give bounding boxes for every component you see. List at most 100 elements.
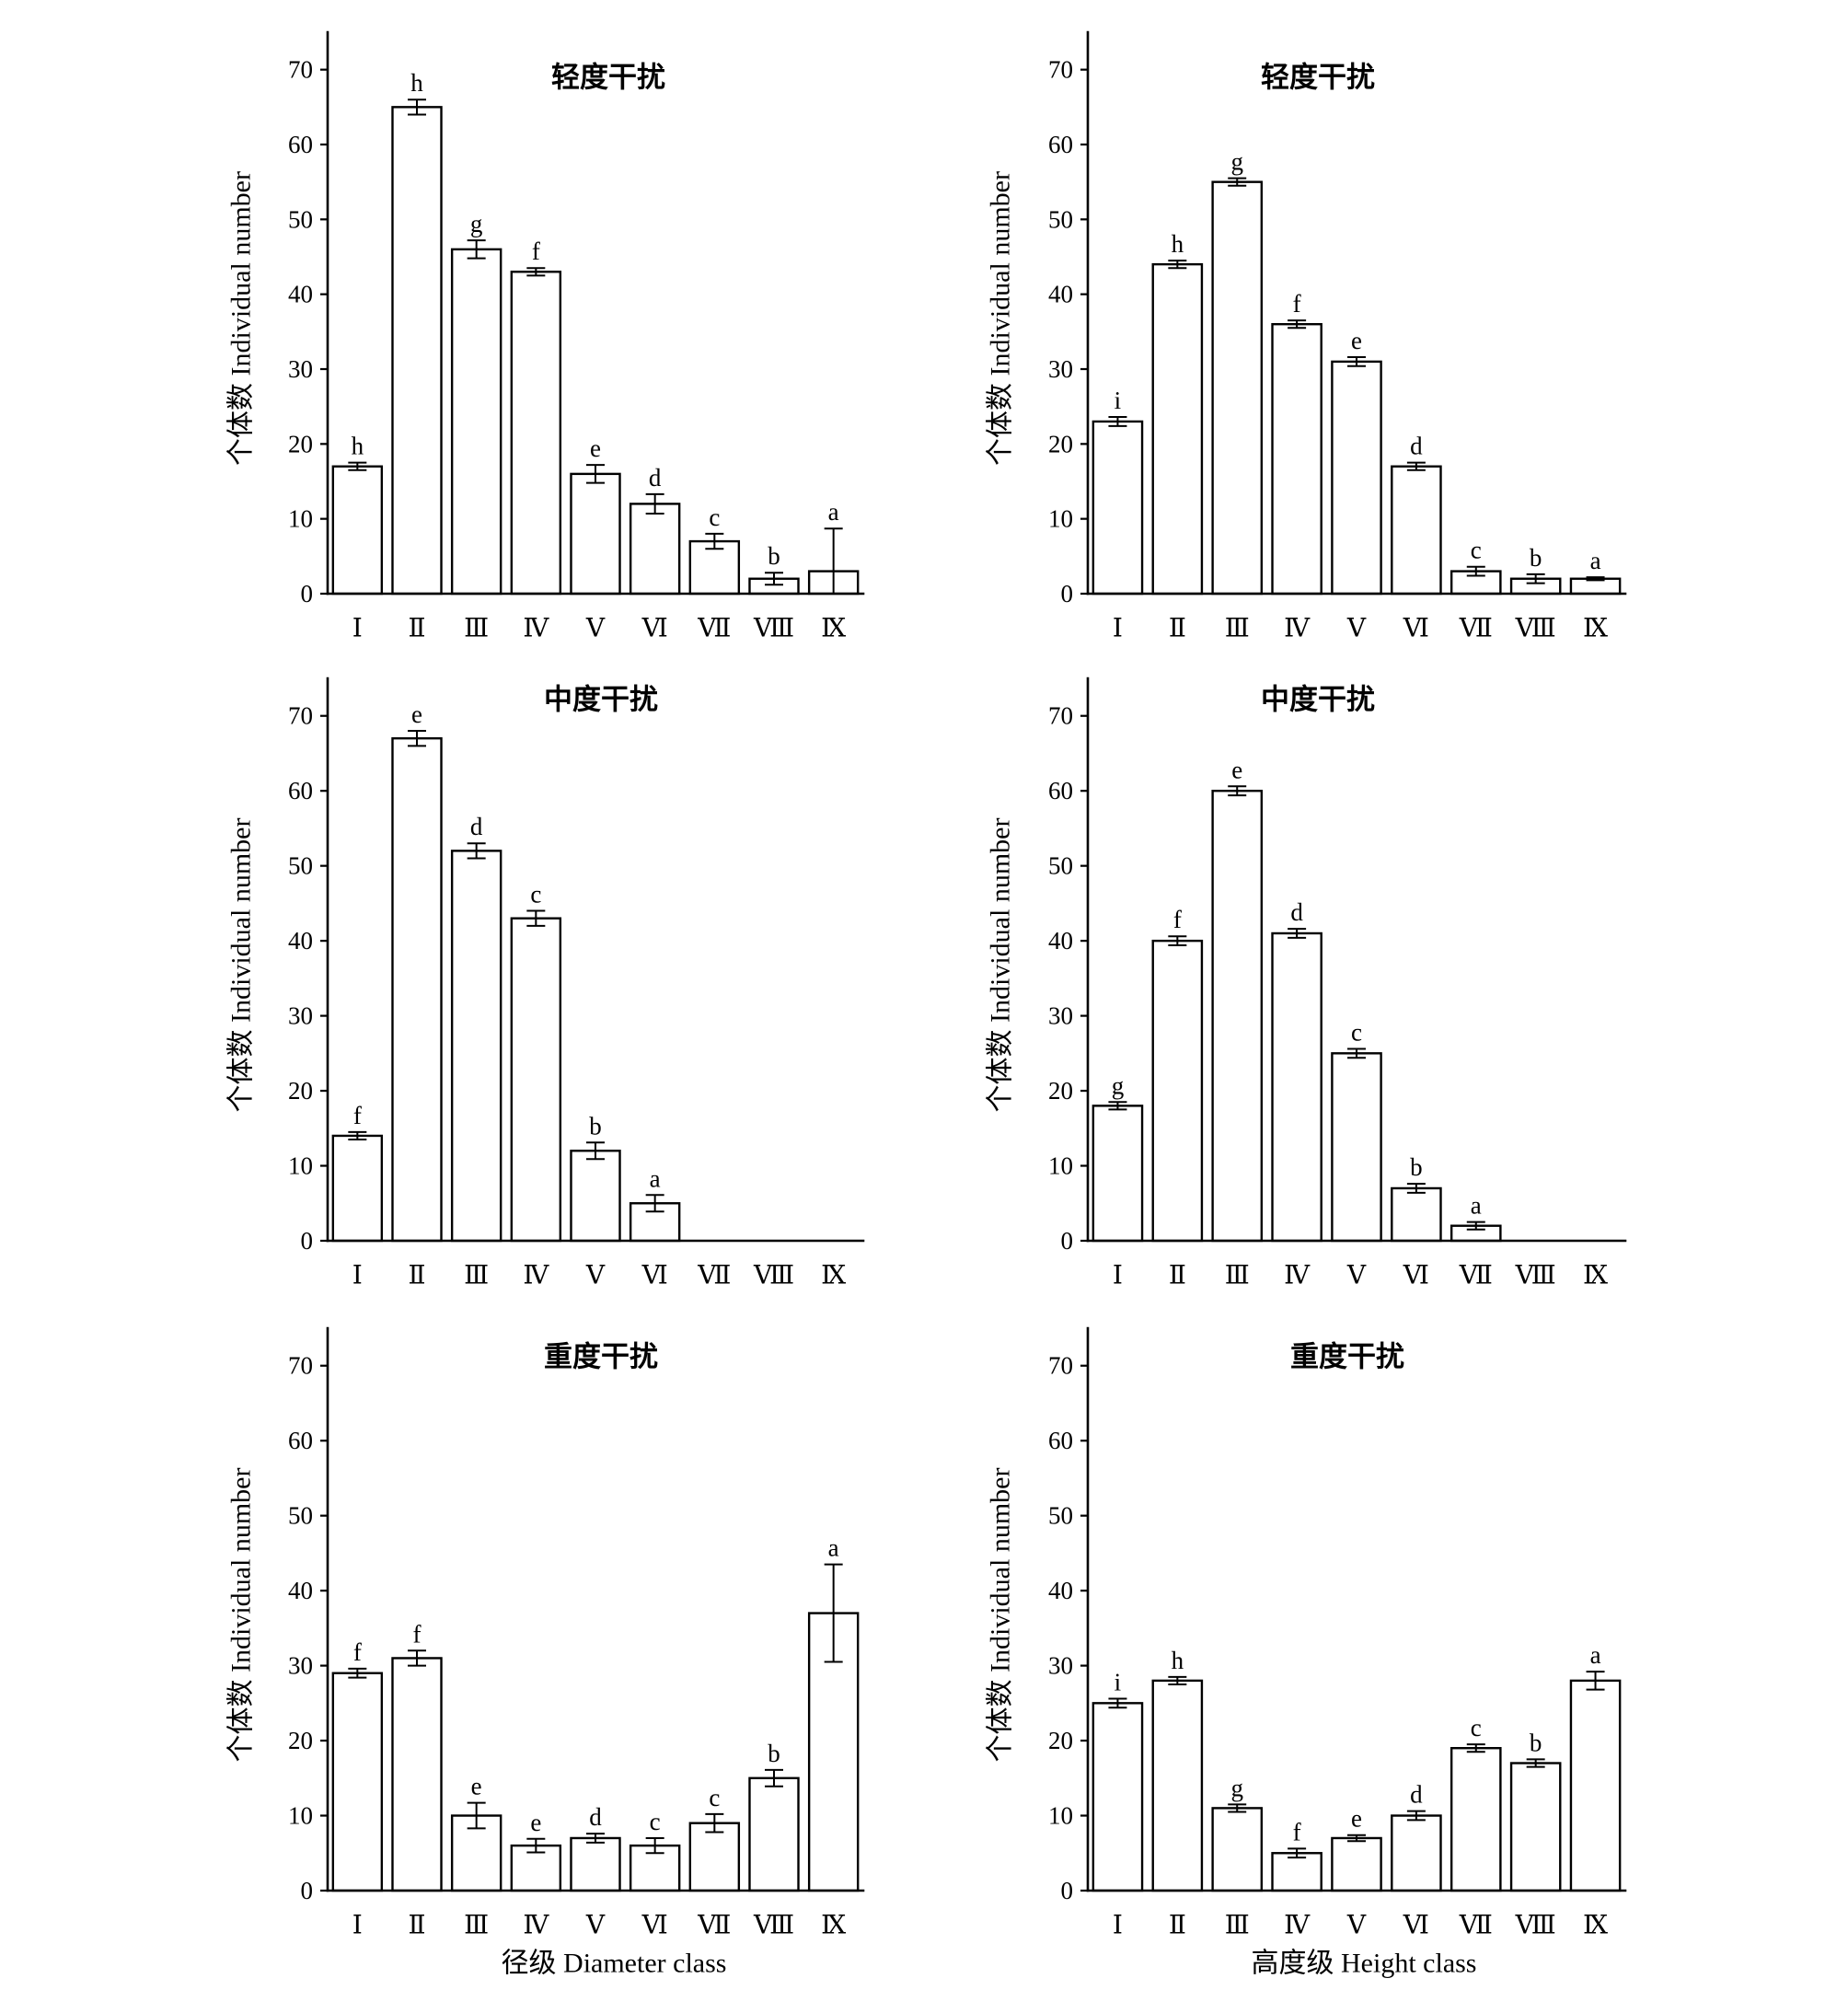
- y-tick-label: 70: [288, 702, 313, 730]
- error-bar: [408, 98, 426, 116]
- y-tick-label: 30: [288, 1002, 313, 1030]
- x-tick-label: Ⅱ: [408, 1912, 425, 1940]
- x-tick-label: Ⅰ: [1113, 1262, 1123, 1290]
- x-tick-label: Ⅶ: [697, 1262, 731, 1290]
- bar: [1331, 1052, 1382, 1243]
- significance-letter: b: [768, 1740, 780, 1767]
- chart-title: 轻度干扰: [1261, 62, 1375, 94]
- y-tick-label: 70: [1048, 702, 1073, 730]
- y-tick-label: 20: [1048, 430, 1073, 457]
- bar: [1569, 1679, 1622, 1892]
- significance-letter: e: [1351, 327, 1362, 354]
- error-bar: [1406, 1183, 1426, 1194]
- x-tick-label: Ⅳ: [523, 615, 549, 643]
- error-bar: [526, 267, 546, 277]
- x-tick-label: Ⅴ: [585, 1262, 606, 1290]
- x-tick-label: Ⅱ: [408, 1262, 425, 1290]
- error-bar: [586, 1833, 605, 1844]
- y-axis-label: 个体数 Individual number: [226, 1468, 257, 1763]
- y-tick-label: 70: [1048, 1352, 1073, 1380]
- significance-letter: g: [1230, 1774, 1243, 1801]
- bar: [1151, 1679, 1204, 1892]
- x-tick-label: Ⅰ: [1113, 1912, 1123, 1940]
- y-tick-label: 0: [301, 1227, 314, 1255]
- y-tick-label: 60: [1048, 777, 1073, 804]
- x-tick-label: Ⅷ: [753, 615, 794, 643]
- significance-letter: f: [1293, 1818, 1301, 1845]
- significance-letter: e: [530, 1809, 541, 1836]
- bar: [1271, 323, 1322, 596]
- error-bar: [1406, 461, 1426, 471]
- error-bar: [526, 1837, 546, 1854]
- significance-letter: c: [650, 1808, 661, 1835]
- y-tick-label: 60: [1048, 1427, 1073, 1454]
- bar: [331, 1672, 384, 1892]
- x-tick-label: Ⅳ: [523, 1262, 549, 1290]
- x-tick-label: Ⅸ: [821, 1912, 846, 1940]
- error-bar: [348, 1130, 367, 1141]
- bar: [1091, 420, 1144, 596]
- y-tick-label: 40: [1048, 927, 1073, 955]
- x-tick-label: Ⅲ: [1225, 1262, 1250, 1290]
- y-tick-label: 30: [288, 1652, 313, 1680]
- bar: [1509, 1762, 1562, 1892]
- x-tick-label: Ⅸ: [821, 1262, 846, 1290]
- x-tick-label: Ⅵ: [641, 615, 668, 643]
- y-tick-label: 10: [288, 1802, 313, 1830]
- significance-letter: d: [1290, 898, 1303, 926]
- error-bar: [645, 492, 664, 515]
- significance-letter: d: [589, 1803, 602, 1831]
- error-bar: [586, 1141, 605, 1161]
- bar: [1271, 1852, 1322, 1892]
- y-tick-label: 40: [1048, 1577, 1073, 1604]
- x-tick-label: Ⅳ: [523, 1912, 549, 1940]
- x-tick-label: Ⅶ: [1459, 615, 1493, 643]
- bar: [331, 465, 384, 596]
- significance-letter: h: [1172, 1647, 1184, 1674]
- x-tick-label: Ⅷ: [753, 1912, 794, 1940]
- error-bar: [1108, 1697, 1127, 1709]
- error-bar: [1406, 1810, 1426, 1822]
- y-tick-label: 10: [1048, 1802, 1073, 1830]
- x-tick-label: Ⅶ: [1459, 1912, 1493, 1940]
- significance-letter: f: [413, 1620, 422, 1648]
- bar: [1151, 939, 1204, 1243]
- significance-letter: c: [1471, 1714, 1482, 1741]
- y-tick-label: 70: [1048, 56, 1073, 84]
- y-tick-label: 20: [288, 1077, 313, 1105]
- chart-title: 轻度干扰: [551, 62, 665, 94]
- y-tick-label: 20: [1048, 1077, 1073, 1105]
- x-tick-label: Ⅵ: [641, 1912, 668, 1940]
- error-bar: [1586, 1671, 1605, 1691]
- error-bar: [1526, 1758, 1545, 1768]
- bar: [570, 1836, 621, 1892]
- error-bar: [1586, 576, 1605, 582]
- error-bar: [1288, 319, 1307, 330]
- bar: [1211, 1807, 1264, 1892]
- x-tick-label: Ⅸ: [1583, 615, 1608, 643]
- bar: [1331, 1836, 1382, 1892]
- error-bar: [1466, 1743, 1485, 1753]
- significance-letter: b: [1530, 1729, 1542, 1756]
- y-tick-label: 10: [288, 1152, 313, 1180]
- y-tick-label: 60: [1048, 131, 1073, 158]
- error-bar: [408, 730, 426, 747]
- y-tick-label: 50: [1048, 205, 1073, 233]
- x-tick-label: Ⅴ: [1346, 1912, 1367, 1940]
- bar: [510, 271, 562, 596]
- bar: [570, 1150, 621, 1243]
- bar: [1331, 360, 1382, 596]
- significance-letter: g: [470, 210, 483, 237]
- error-bar: [1288, 928, 1307, 939]
- error-bar: [526, 909, 546, 927]
- significance-letter: b: [1530, 544, 1542, 572]
- error-bar: [1466, 565, 1485, 577]
- x-tick-label: Ⅲ: [464, 1912, 489, 1940]
- significance-letter: a: [828, 1534, 839, 1562]
- significance-letter: c: [1351, 1018, 1362, 1046]
